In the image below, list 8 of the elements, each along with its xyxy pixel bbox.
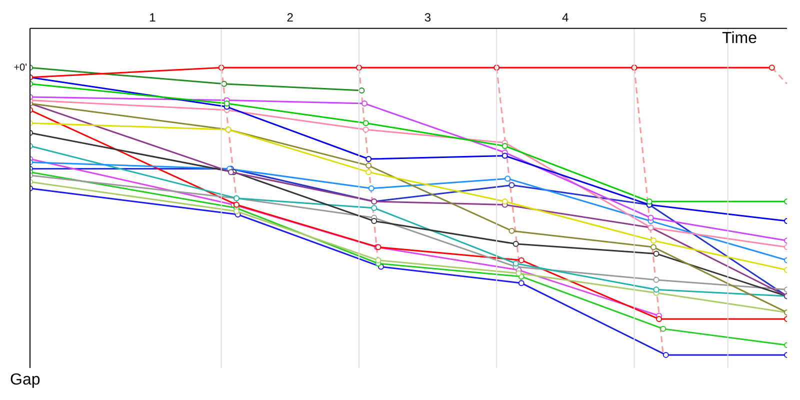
x-tick-label: 4 [562,10,570,25]
x-tick-label: 5 [700,10,707,25]
y-axis-title: Gap [10,371,40,388]
x-tick-label: 3 [424,10,432,25]
x-tick-label: 2 [286,10,294,25]
annotation: +0' [14,62,28,74]
x-axis-title: Time [722,30,758,47]
x-tick-label: 1 [149,10,156,25]
